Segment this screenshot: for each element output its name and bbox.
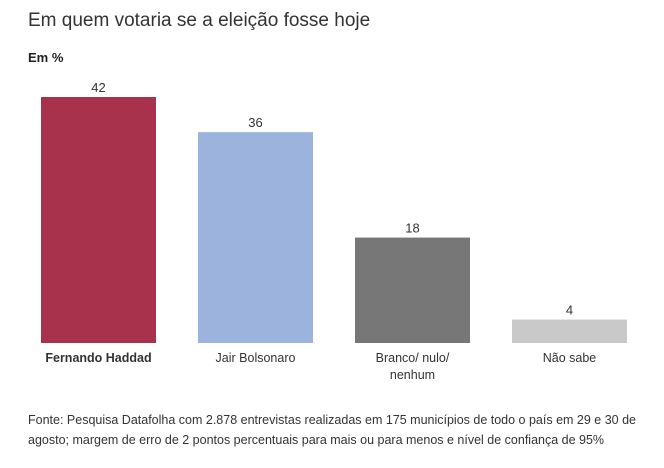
category-label-4: Não sabe [543,351,597,365]
source-note: Fonte: Pesquisa Datafolha com 2.878 entr… [28,413,637,447]
unit-label: Em % [28,50,64,65]
category-label-2: Jair Bolsonaro [216,351,296,365]
bar-3 [355,237,470,343]
bar-1 [41,97,156,343]
bar-chart: 42 Fernando Haddad 36 Jair Bolsonaro 18 Branc… [41,80,627,382]
data-label-3: 18 [405,221,419,236]
category-label-1: Fernando Haddad [45,351,151,365]
bar-2 [198,132,313,343]
bar-4 [512,319,627,343]
data-label-1: 42 [91,80,105,95]
category-label-3: Branco/ nulo/nenhum [376,351,450,382]
data-label-2: 36 [248,115,262,130]
chart-title: Em quem votaria se a eleição fosse hoje [28,10,371,31]
data-label-4: 4 [566,303,573,318]
